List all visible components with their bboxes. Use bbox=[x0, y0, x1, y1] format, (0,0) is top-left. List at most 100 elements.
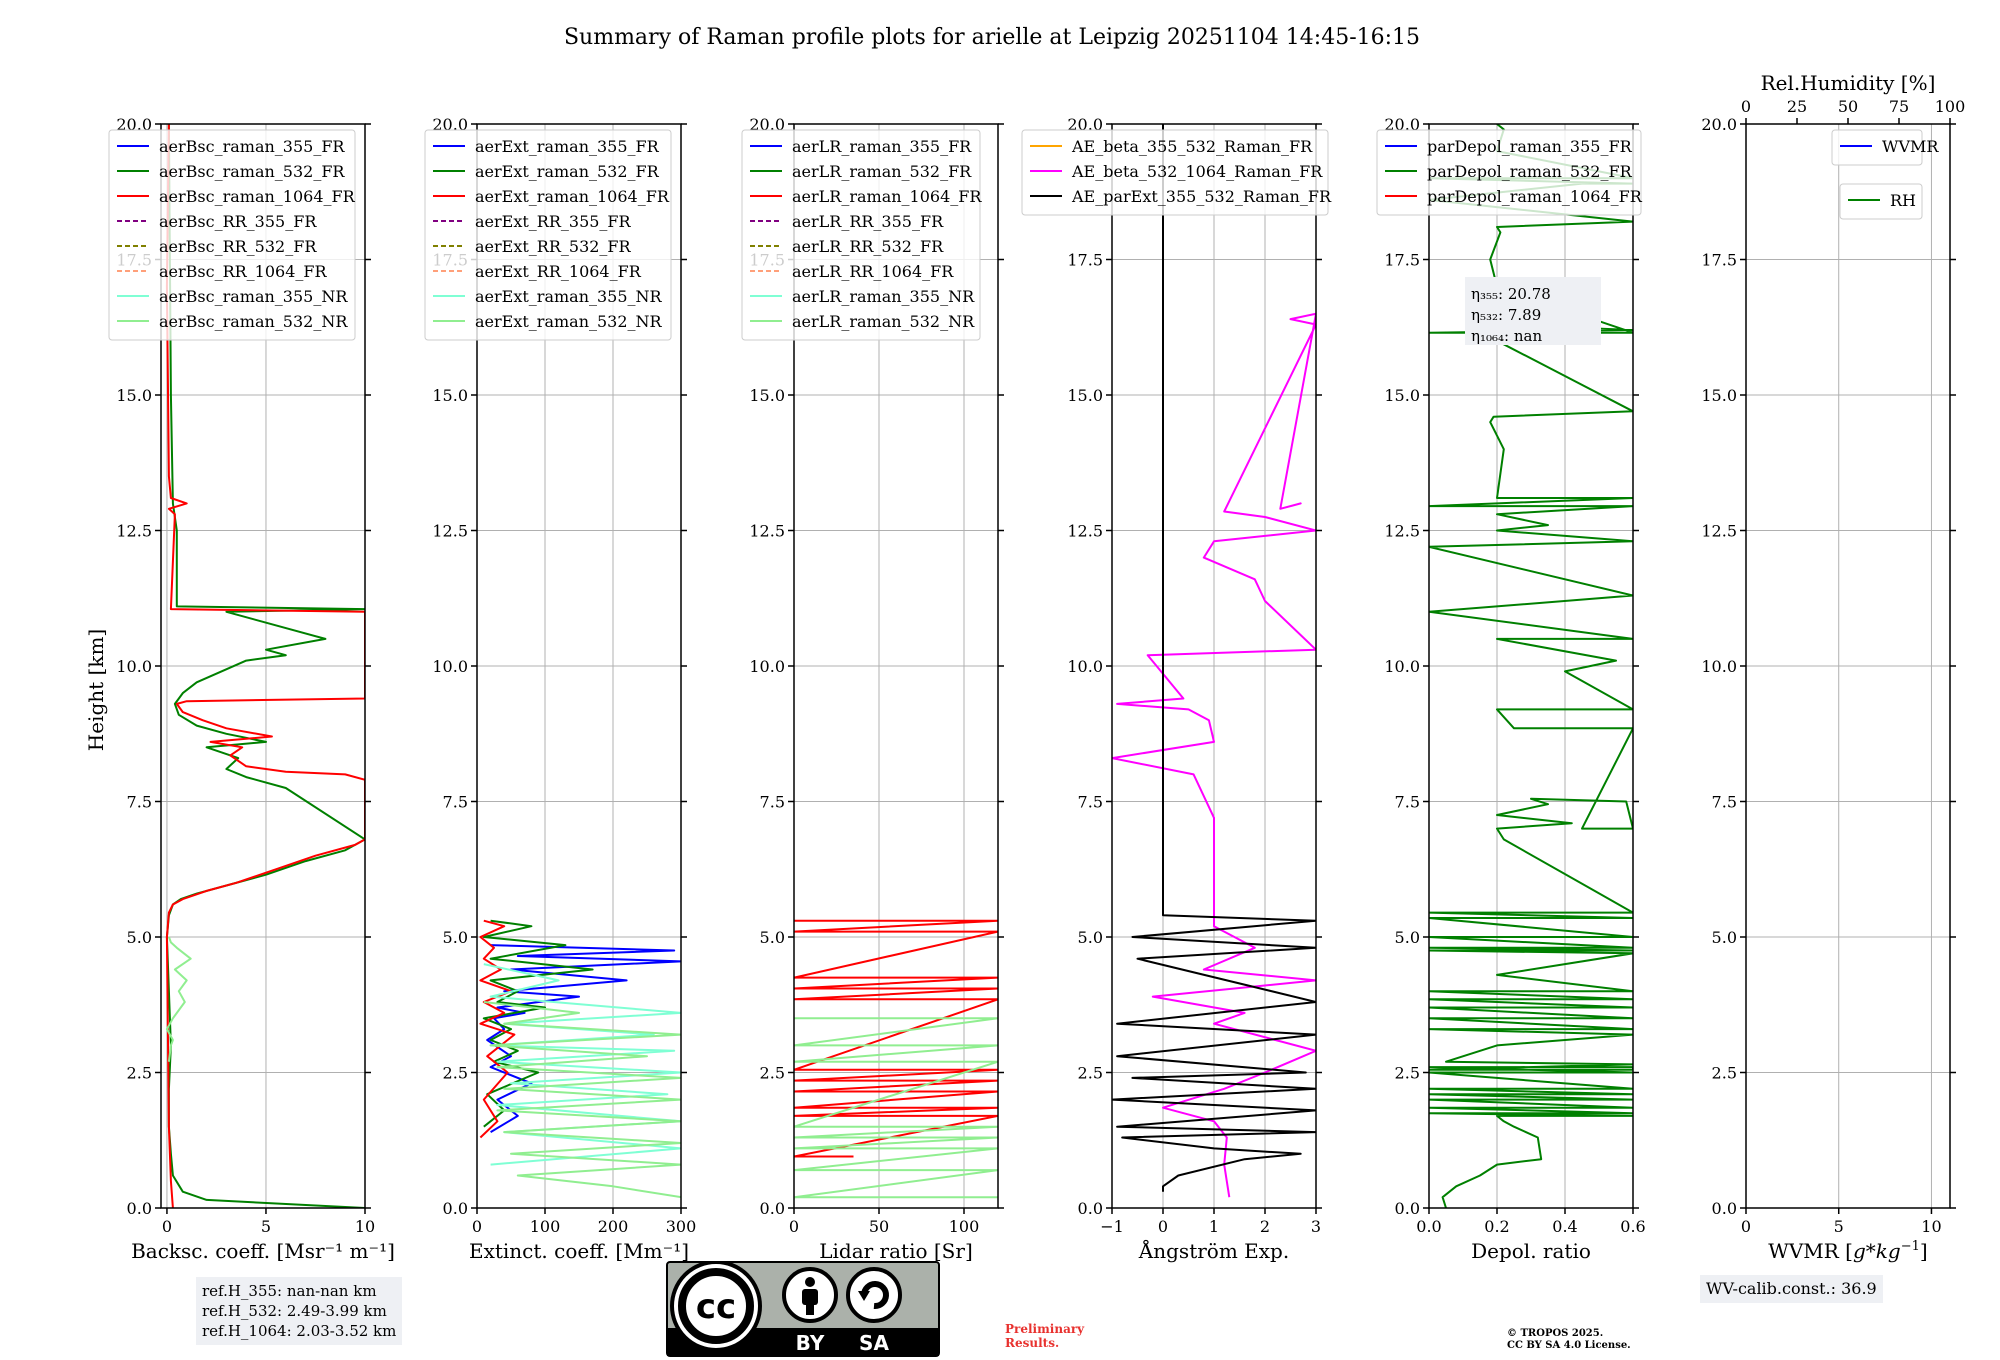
lidar_ratio-ytick-label-8: 20.0 bbox=[749, 115, 785, 134]
wv-calib-text: WV-calib.const.: 36.9 bbox=[1706, 1279, 1877, 1298]
backscatter-ytick-label-0: 0.0 bbox=[127, 1199, 152, 1218]
water_vapor-top-xtick-label-2: 50 bbox=[1838, 97, 1858, 116]
copyright-line-1: © TROPOS 2025. bbox=[1507, 1328, 1604, 1339]
lidar_ratio-legend-frame bbox=[741, 129, 981, 341]
ref-h-1064: ref.H_1064: 2.03-3.52 km bbox=[202, 1322, 397, 1340]
extinction-ytick-label-3: 7.5 bbox=[443, 793, 468, 812]
backscatter-ytick-label-3: 7.5 bbox=[127, 793, 152, 812]
backscatter-series-aerBsc_raman_1064_FR bbox=[165, 124, 365, 1208]
backscatter-xlabel: Backsc. coeff. [Msr⁻¹ m⁻¹] bbox=[131, 1239, 395, 1263]
lidar_ratio-ytick-label-0: 0.0 bbox=[760, 1199, 785, 1218]
depolarization-ytick-label-7: 17.5 bbox=[1384, 251, 1420, 270]
backscatter-legend-label-3: aerBsc_RR_355_FR bbox=[159, 212, 317, 231]
water_vapor-xtick-label-0: 0 bbox=[1741, 1217, 1751, 1236]
water_vapor-xlabel: WVMR [g*kg−1] bbox=[1768, 1239, 1927, 1263]
extinction-legend-label-6: aerExt_raman_355_NR bbox=[475, 287, 663, 306]
backscatter-legend-label-5: aerBsc_RR_1064_FR bbox=[159, 262, 328, 281]
depolarization-ytick-label-5: 12.5 bbox=[1384, 522, 1420, 541]
lidar_ratio-xtick-label-0: 0 bbox=[789, 1217, 799, 1236]
lidar_ratio-ytick-label-5: 12.5 bbox=[749, 522, 785, 541]
backscatter-ytick-label-6: 15.0 bbox=[116, 386, 152, 405]
backscatter-ytick-label-2: 5.0 bbox=[127, 928, 152, 947]
extinction-legend-label-7: aerExt_raman_532_NR bbox=[475, 312, 663, 331]
extinction-legend-label-1: aerExt_raman_532_FR bbox=[475, 162, 660, 181]
figure-title: Summary of Raman profile plots for ariel… bbox=[564, 25, 1420, 50]
lidar_ratio-xtick-label-2: 100 bbox=[949, 1217, 980, 1236]
water_vapor-ytick-label-3: 7.5 bbox=[1712, 793, 1737, 812]
lidar_ratio-legend-label-5: aerLR_RR_1064_FR bbox=[792, 262, 954, 281]
depolarization-xtick-label-1: 0.2 bbox=[1484, 1217, 1509, 1236]
angstrom-ytick-label-0: 0.0 bbox=[1078, 1199, 1103, 1218]
extinction-ytick-label-4: 10.0 bbox=[432, 657, 468, 676]
water_vapor-ytick-label-4: 10.0 bbox=[1701, 657, 1737, 676]
extinction-series-group bbox=[479, 919, 681, 1199]
backscatter-legend-label-7: aerBsc_raman_532_NR bbox=[159, 312, 348, 331]
lidar_ratio-ytick-label-1: 2.5 bbox=[760, 1064, 785, 1083]
preliminary-results-note: Preliminary Results. bbox=[1005, 1322, 1084, 1350]
backscatter-legend-frame bbox=[108, 129, 356, 341]
water_vapor-ytick-label-0: 0.0 bbox=[1712, 1199, 1737, 1218]
extinction-legend-frame bbox=[424, 129, 672, 341]
extinction-ytick-label-0: 0.0 bbox=[443, 1199, 468, 1218]
angstrom-xtick-label-2: 1 bbox=[1209, 1217, 1219, 1236]
lidar_ratio-xtick-label-1: 50 bbox=[869, 1217, 889, 1236]
backscatter-xtick-label-2: 10 bbox=[355, 1217, 375, 1236]
lidar_ratio-ytick-label-3: 7.5 bbox=[760, 793, 785, 812]
backscatter-legend-label-1: aerBsc_raman_532_FR bbox=[159, 162, 345, 181]
extinction-ytick-label-8: 20.0 bbox=[432, 115, 468, 134]
backscatter-ytick-label-5: 12.5 bbox=[116, 522, 152, 541]
extinction-xtick-label-3: 300 bbox=[666, 1217, 697, 1236]
lidar_ratio-legend-label-1: aerLR_raman_532_FR bbox=[792, 162, 972, 181]
ref-h-532: ref.H_532: 2.49-3.99 km bbox=[202, 1302, 387, 1320]
water_vapor-legend-frame bbox=[1831, 129, 1923, 166]
angstrom-legend-label-1: AE_beta_532_1064_Raman_FR bbox=[1071, 162, 1323, 181]
depolarization-ytick-label-0: 0.0 bbox=[1395, 1199, 1420, 1218]
cc-by-sa-license-badge: cc BY SA bbox=[666, 1261, 940, 1357]
extinction-ytick-label-5: 12.5 bbox=[432, 522, 468, 541]
copyright-line-2: CC BY SA 4.0 License. bbox=[1507, 1340, 1631, 1351]
angstrom-ytick-label-7: 17.5 bbox=[1067, 251, 1103, 270]
backscatter-series-group bbox=[165, 124, 365, 1208]
water_vapor-ytick-label-8: 20.0 bbox=[1701, 115, 1737, 134]
water_vapor-ytick-label-7: 17.5 bbox=[1701, 251, 1737, 270]
panel-water_vapor: 0.02.55.07.510.012.515.017.520.00 5 10WVMR… bbox=[1701, 71, 1965, 1263]
backscatter-xtick-label-1: 5 bbox=[261, 1217, 271, 1236]
extinction-series-aerExt_raman_355_FR bbox=[486, 944, 681, 1133]
depolarization-legend-label-1: parDepol_raman_532_FR bbox=[1427, 162, 1633, 181]
lidar_ratio-legend-label-2: aerLR_raman_1064_FR bbox=[792, 187, 982, 206]
angstrom-legend-frame bbox=[1021, 129, 1329, 216]
water_vapor-xtick-label-2: 10 bbox=[1921, 1217, 1941, 1236]
copyright-note: © TROPOS 2025. CC BY SA 4.0 License. bbox=[1507, 1328, 1631, 1352]
backscatter-xtick-label-0: 0 bbox=[162, 1217, 172, 1236]
backscatter-legend-label-2: aerBsc_raman_1064_FR bbox=[159, 187, 356, 206]
angstrom-xtick-label-0: −1 bbox=[1100, 1217, 1124, 1236]
depolarization-ytick-label-2: 5.0 bbox=[1395, 928, 1420, 947]
angstrom-series-group bbox=[1112, 124, 1316, 1198]
lidar_ratio-ytick-label-2: 5.0 bbox=[760, 928, 785, 947]
extinction-xtick-label-1: 100 bbox=[530, 1217, 561, 1236]
panel-angstrom: 0.0 2.5 5.0 7.5 10.0 12.5 15.0 17.5 20.0 −1 0 1 2 3 Ån… bbox=[1021, 115, 1332, 1263]
extinction-xtick-label-0: 0 bbox=[472, 1217, 482, 1236]
angstrom-ytick-label-2: 5.0 bbox=[1078, 928, 1103, 947]
angstrom-xtick-label-3: 2 bbox=[1260, 1217, 1270, 1236]
extinction-xtick-label-2: 200 bbox=[598, 1217, 629, 1236]
extinction-series-aerExt_raman_532_FR bbox=[482, 919, 594, 1128]
angstrom-ytick-label-3: 7.5 bbox=[1078, 793, 1103, 812]
angstrom-series-AE_parExt_355_532_Raman_FR bbox=[1112, 124, 1316, 1192]
water_vapor-ytick-label-6: 15.0 bbox=[1701, 386, 1737, 405]
water_vapor-top-xtick-label-3: 75 bbox=[1889, 97, 1909, 116]
panel-depolarization: 0.0 2.5 5.0 7.5 10.0 12.5 15.0 17.5 20.0 0.0 0.2 0.… bbox=[1376, 115, 1646, 1263]
depolarization-xtick-label-0: 0.0 bbox=[1416, 1217, 1441, 1236]
extinction-ytick-label-2: 5.0 bbox=[443, 928, 468, 947]
depolarization-ytick-label-8: 20.0 bbox=[1384, 115, 1420, 134]
depolarization-xtick-label-2: 0.4 bbox=[1552, 1217, 1577, 1236]
water_vapor-rh-legend-frame bbox=[1839, 183, 1923, 220]
extinction-xlabel: Extinct. coeff. [Mm⁻¹] bbox=[469, 1239, 689, 1263]
angstrom-xtick-label-4: 3 bbox=[1311, 1217, 1321, 1236]
depolarization-xlabel: Depol. ratio bbox=[1471, 1239, 1591, 1263]
depolarization-annotation-line-0: η₃₅₅: 20.78 bbox=[1471, 285, 1551, 303]
extinction-ytick-label-1: 2.5 bbox=[443, 1064, 468, 1083]
backscatter-legend-label-0: aerBsc_raman_355_FR bbox=[159, 137, 345, 156]
water_vapor-ytick-label-1: 2.5 bbox=[1712, 1064, 1737, 1083]
